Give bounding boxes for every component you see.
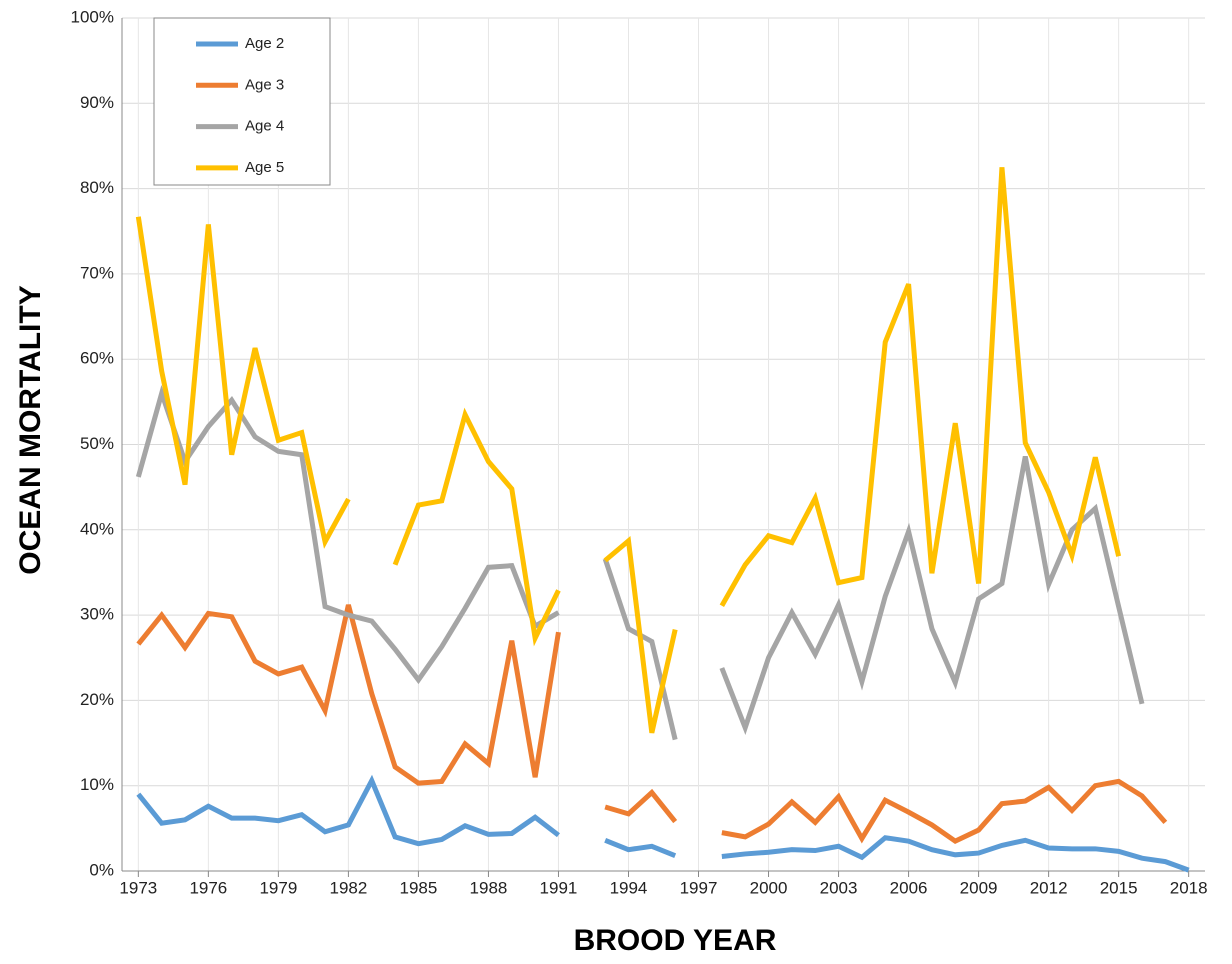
x-tick-label: 2009 [960, 878, 998, 897]
x-tick-label: 2015 [1100, 878, 1138, 897]
y-tick-label: 30% [80, 605, 114, 624]
y-axis-title: OCEAN MORTALITY [14, 285, 47, 574]
x-tick-label: 2012 [1030, 878, 1068, 897]
x-tick-label: 1991 [540, 878, 578, 897]
x-tick-label: 1982 [329, 878, 367, 897]
legend-label: Age 2 [245, 35, 284, 52]
series-line [136, 774, 1190, 873]
legend-label: Age 5 [245, 159, 284, 176]
x-tick-label: 1997 [680, 878, 718, 897]
legend-label: Age 4 [245, 118, 284, 135]
y-tick-label: 40% [80, 519, 114, 538]
y-tick-label: 0% [89, 860, 114, 879]
x-tick-label: 2018 [1170, 878, 1208, 897]
x-axis-title: BROOD YEAR [574, 924, 777, 957]
series-line [136, 604, 1168, 845]
x-tick-label: 1979 [259, 878, 297, 897]
y-tick-label: 100% [71, 7, 114, 26]
x-tick-label: 1988 [470, 878, 508, 897]
x-tick-label: 1994 [610, 878, 648, 897]
series-line [135, 167, 1122, 734]
x-tick-label: 1976 [189, 878, 227, 897]
legend-box [153, 17, 331, 186]
y-tick-label: 90% [80, 93, 114, 112]
x-tick-label: 2000 [750, 878, 788, 897]
y-tick-label: 10% [80, 775, 114, 794]
y-tick-label: 60% [80, 349, 114, 368]
x-tick-label: 2003 [820, 878, 858, 897]
y-tick-label: 80% [80, 178, 114, 197]
x-tick-label: 2006 [890, 878, 928, 897]
series-line [135, 384, 1145, 741]
y-tick-label: 20% [80, 690, 114, 709]
y-tick-label: 50% [80, 434, 114, 453]
legend-label: Age 3 [245, 76, 284, 93]
x-tick-label: 1985 [400, 878, 438, 897]
y-tick-label: 70% [80, 263, 114, 282]
legend: Age 2 Age 3 Age 4 Age 5 [153, 17, 331, 186]
x-tick-label: 1973 [119, 878, 157, 897]
